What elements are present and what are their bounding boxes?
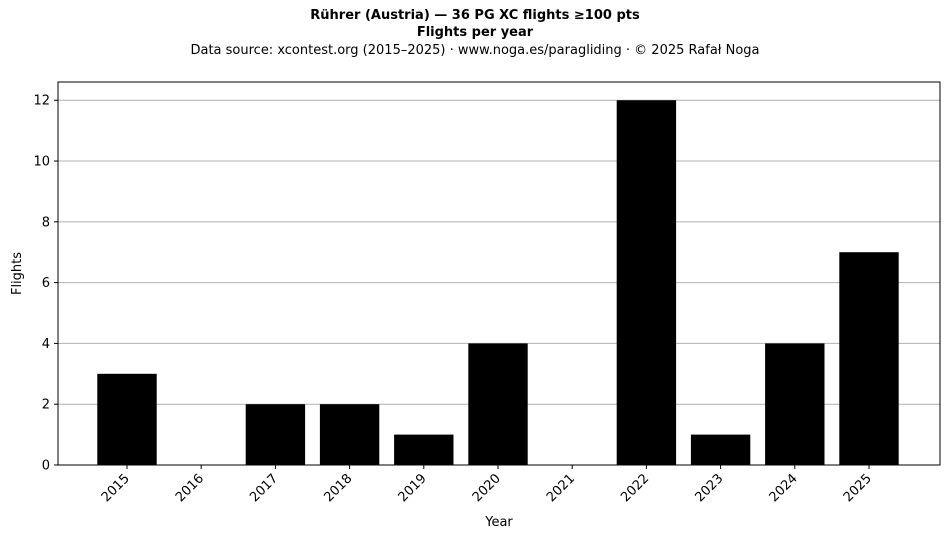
y-axis-label: Flights [10,252,25,295]
y-tick-label: 6 [42,276,50,291]
bars [97,100,899,465]
x-tick-label: 2024 [767,471,801,505]
x-axis: 2015 2016 2017 2018 2019 2020 2021 2022 2023 2024… [99,465,875,505]
bar-2015 [97,373,157,465]
bar-2025 [839,252,899,465]
source-note: Data source: xcontest.org (2015–2025) · … [190,43,760,58]
x-tick-label: 2025 [841,471,875,505]
x-axis-label: Year [484,515,513,530]
x-tick-label: 2021 [544,471,578,505]
x-tick-label: 2018 [321,471,355,505]
chart-title: Rührer (Austria) — 36 PG XC flights ≥100… [310,8,640,23]
x-tick-label: 2019 [396,471,430,505]
bar-2024 [765,343,825,465]
bar-2022 [616,100,677,465]
x-tick-label: 2015 [99,471,133,505]
y-tick-label: 2 [42,398,50,413]
y-tick-label: 0 [42,459,50,474]
x-tick-label: 2023 [692,471,726,505]
bar-2020 [468,343,528,465]
y-tick-label: 12 [33,94,50,109]
bar-2017 [245,404,306,465]
x-tick-label: 2016 [173,471,207,505]
x-tick-label: 2017 [247,471,281,505]
x-tick-label: 2020 [470,471,504,505]
plot-frame [57,81,941,466]
y-axis: 0 2 4 6 8 10 12 [33,94,58,474]
bar-2018 [319,404,380,465]
bar-2023 [690,434,751,465]
x-tick-label: 2022 [618,471,652,505]
y-tick-label: 8 [42,215,50,230]
chart-subtitle: Flights per year [416,25,534,40]
y-tick-label: 4 [42,337,50,352]
bar-2019 [394,434,454,465]
y-tick-label: 10 [33,155,50,170]
